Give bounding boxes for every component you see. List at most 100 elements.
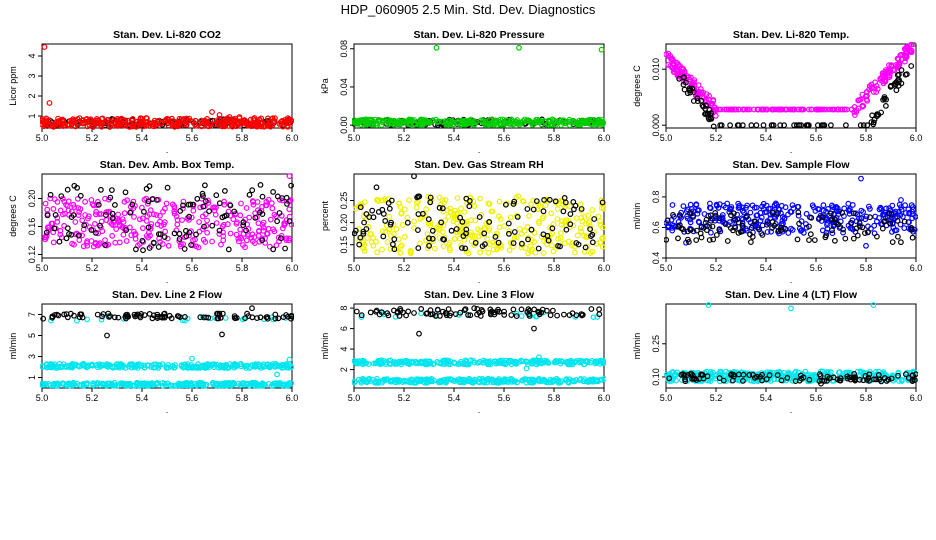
- data-point: [141, 312, 148, 319]
- data-point: [189, 355, 195, 362]
- y-tick-label: 5: [27, 333, 37, 338]
- data-point: [554, 206, 561, 212]
- data-point: [219, 223, 226, 230]
- data-point: [777, 122, 784, 129]
- data-point: [793, 122, 800, 129]
- data-point: [216, 117, 223, 124]
- data-point: [411, 218, 418, 225]
- data-point: [818, 380, 824, 387]
- data-point: [860, 377, 867, 384]
- data-point: [550, 248, 557, 255]
- data-point: [251, 115, 258, 121]
- data-point: [596, 306, 602, 313]
- data-point: [283, 217, 290, 224]
- data-point: [197, 204, 204, 211]
- data-point: [716, 226, 723, 233]
- data-point: [764, 219, 771, 226]
- data-point: [540, 213, 547, 220]
- points-layer: [664, 42, 917, 130]
- chart-panel: Stan. Dev. Line 4 (LT) Flow 5.0 5.2 5.4 5.6 5…: [632, 289, 922, 415]
- x-tick-label: 5.2: [86, 393, 99, 403]
- data-point: [216, 112, 223, 118]
- data-point: [734, 216, 741, 223]
- data-point: [847, 206, 853, 213]
- data-point: [253, 123, 260, 130]
- data-point: [82, 212, 88, 218]
- data-point: [76, 314, 83, 321]
- data-point: [732, 106, 739, 113]
- data-point: [362, 377, 369, 384]
- data-point: [759, 377, 765, 384]
- data-point: [273, 242, 280, 249]
- data-point: [705, 302, 712, 309]
- data-point: [365, 361, 372, 368]
- data-point: [109, 210, 116, 217]
- data-point: [808, 214, 815, 221]
- data-point: [908, 63, 915, 69]
- data-point: [823, 215, 830, 221]
- data-point: [441, 199, 447, 206]
- data-point: [806, 237, 812, 244]
- data-point: [519, 197, 526, 204]
- x-axis-label: .: [166, 145, 169, 155]
- data-point: [682, 376, 688, 383]
- x-tick-label: 6.0: [286, 133, 299, 143]
- data-point: [533, 198, 540, 205]
- data-point: [188, 242, 195, 248]
- data-point: [185, 216, 192, 223]
- data-point: [896, 208, 902, 215]
- data-point: [441, 236, 448, 243]
- data-point: [353, 308, 360, 315]
- data-point: [538, 309, 545, 316]
- data-point: [134, 361, 140, 368]
- data-point: [593, 358, 600, 365]
- data-point: [120, 231, 127, 238]
- data-point: [466, 375, 473, 382]
- data-point: [708, 229, 714, 236]
- data-point: [238, 200, 244, 207]
- data-point: [123, 227, 130, 234]
- data-point: [822, 234, 829, 241]
- data-point: [704, 222, 710, 229]
- data-point: [740, 106, 746, 113]
- data-point: [736, 122, 742, 129]
- data-point: [177, 207, 184, 214]
- data-point: [794, 236, 801, 243]
- data-point: [156, 218, 163, 225]
- data-point: [460, 233, 467, 240]
- data-point: [168, 120, 175, 127]
- data-point: [900, 213, 906, 220]
- data-point: [219, 331, 225, 338]
- data-point: [724, 200, 731, 207]
- data-point: [398, 358, 405, 365]
- data-point: [479, 243, 486, 250]
- data-point: [280, 314, 287, 321]
- data-point: [221, 213, 228, 220]
- chart-title: Stan. Dev. Line 4 (LT) Flow: [725, 289, 858, 301]
- data-point: [775, 106, 782, 113]
- data-point: [588, 233, 594, 240]
- data-point: [456, 229, 463, 236]
- data-point: [441, 376, 448, 383]
- data-point: [209, 362, 216, 369]
- data-point: [439, 118, 446, 125]
- data-point: [553, 118, 559, 125]
- data-point: [716, 106, 722, 113]
- x-tick-label: 5.8: [548, 133, 561, 143]
- data-point: [702, 219, 709, 226]
- data-point: [516, 358, 523, 365]
- data-point: [743, 204, 749, 211]
- data-point: [162, 228, 169, 235]
- x-tick-label: 5.2: [710, 263, 723, 273]
- data-point: [588, 121, 595, 128]
- data-point: [666, 375, 673, 382]
- plot-frame: [665, 43, 917, 129]
- data-point: [425, 358, 432, 365]
- data-point: [461, 219, 468, 226]
- data-point: [270, 246, 277, 253]
- data-point: [549, 225, 556, 232]
- data-point: [531, 325, 537, 332]
- data-point: [249, 187, 256, 194]
- data-point: [397, 249, 404, 256]
